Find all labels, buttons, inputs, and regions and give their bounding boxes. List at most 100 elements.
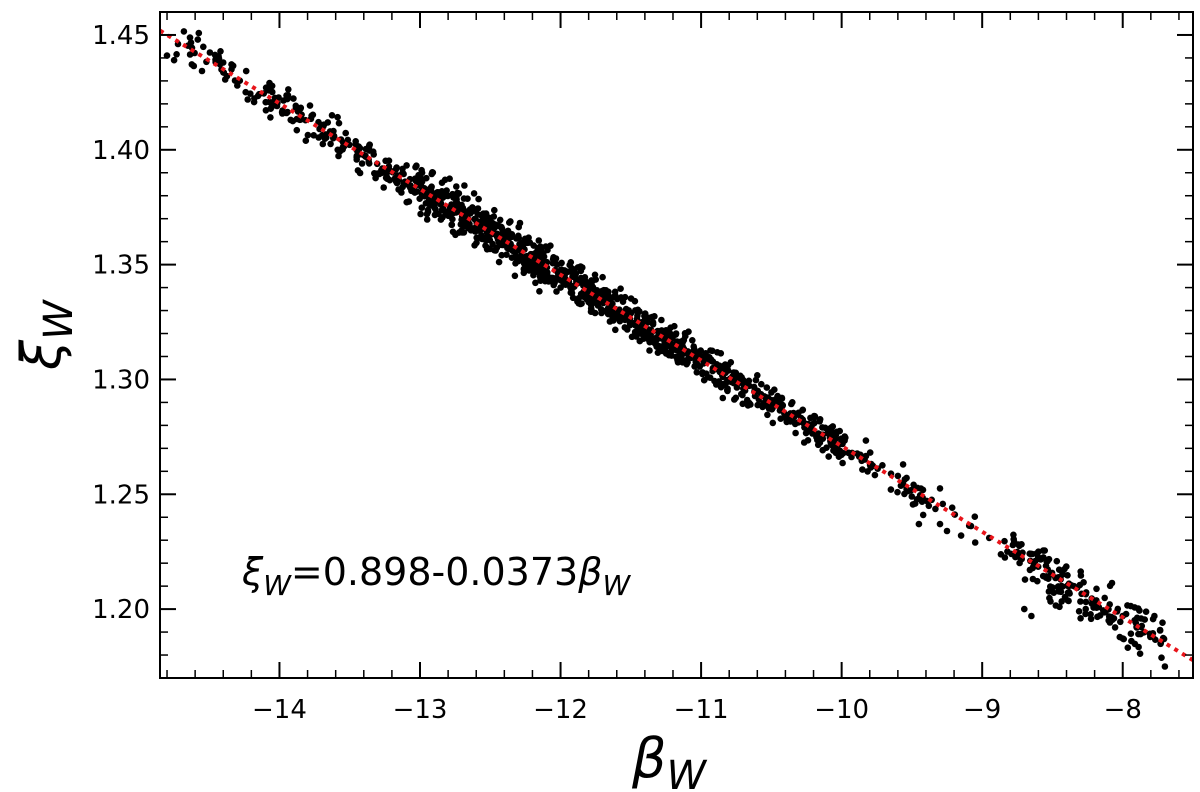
data-point [774,392,781,400]
data-point [588,282,596,289]
data-point [516,219,524,227]
data-point [509,247,517,255]
data-point [719,394,727,402]
fit-equation-beta-sub: W [602,569,631,602]
data-point [1066,590,1073,597]
data-point [507,218,514,225]
data-point [491,224,499,231]
data-point [320,123,327,130]
data-point [1037,556,1044,563]
data-point [310,132,318,139]
data-point [957,532,965,539]
data-point [917,485,925,492]
data-point [1108,579,1116,587]
data-point [899,461,907,468]
data-point [411,175,419,182]
data-point [1117,618,1124,626]
data-point [809,420,817,428]
data-points [163,28,1169,670]
x-tick-label: −14 [252,695,307,725]
data-point [1042,574,1050,581]
data-point [634,325,642,333]
data-point [879,462,886,469]
data-point [693,360,701,367]
data-point [503,251,510,258]
data-point [685,328,692,336]
data-point [636,308,643,315]
data-point [638,330,645,338]
x-axis-label-main: β [631,727,666,790]
data-point [1030,559,1038,567]
data-point [611,291,619,299]
data-point [1105,617,1112,624]
data-point [328,112,336,119]
data-point [815,430,822,437]
data-point [894,472,902,480]
data-point [971,539,979,546]
data-point [327,140,334,148]
data-point [737,372,744,380]
data-point [1133,614,1141,622]
data-point [553,288,560,295]
data-point [628,333,636,341]
data-point [948,504,956,512]
data-point [206,49,214,56]
data-point [1054,583,1061,591]
data-point [453,183,460,190]
data-point [356,169,364,177]
data-point [887,486,895,493]
data-point [1061,565,1068,573]
data-point [759,403,766,411]
data-point [405,198,413,205]
data-point [448,201,455,208]
data-point [1021,576,1029,583]
data-point [807,414,814,422]
data-point [679,359,686,366]
data-point [1050,589,1058,596]
data-point [1049,584,1056,591]
data-point [524,239,531,247]
data-point [1093,585,1100,593]
data-point [1101,594,1108,602]
data-point [215,53,222,60]
fit-equation-beta: β [577,550,602,594]
data-point [581,281,588,289]
data-point [186,51,194,58]
data-point [412,163,419,171]
data-point [418,169,426,177]
data-point [971,513,979,520]
data-point [617,294,625,301]
data-point [267,114,274,121]
data-point [525,234,532,241]
data-point [690,343,697,350]
data-point [907,486,915,494]
data-point [591,271,599,279]
data-point [689,337,696,344]
data-point [709,347,716,355]
data-point [535,250,543,257]
data-point [304,131,312,139]
data-point [439,205,447,212]
data-point [380,184,388,191]
data-point [1010,535,1017,543]
data-point [1120,635,1127,643]
data-point [335,119,343,127]
data-point [1136,650,1144,657]
data-point [1026,550,1033,557]
data-point [234,82,241,89]
y-tick-label: 1.25 [92,480,150,510]
data-point [262,98,270,106]
data-point [429,169,437,176]
data-point [1082,598,1090,606]
data-point [833,428,841,436]
data-point [666,349,673,357]
data-point [532,279,539,287]
data-point [1057,588,1065,596]
data-point [795,409,802,417]
data-point [746,399,753,407]
data-point [610,310,617,318]
data-point [704,373,712,381]
y-tick-label: 1.40 [92,136,150,166]
y-axis-label: ξW [10,299,82,371]
